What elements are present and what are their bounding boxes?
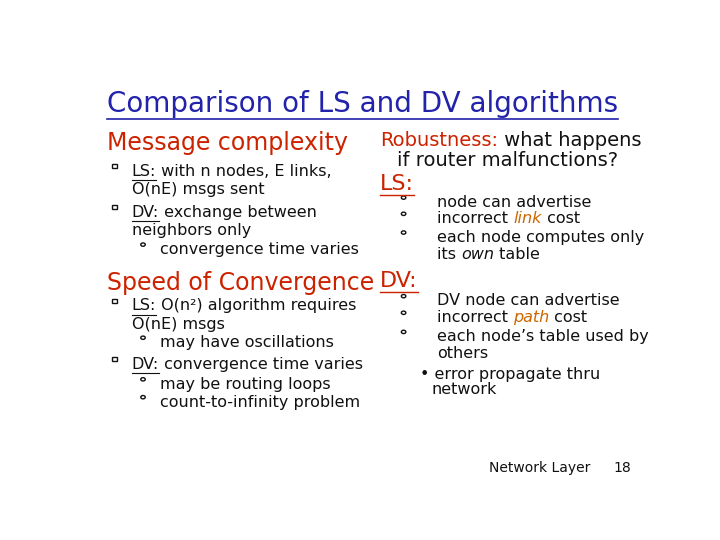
Text: may be routing loops: may be routing loops — [161, 377, 331, 392]
Text: path: path — [513, 310, 549, 325]
Text: Message complexity: Message complexity — [107, 131, 348, 156]
Text: DV:: DV: — [132, 357, 159, 372]
Text: DV:: DV: — [132, 205, 159, 220]
Text: O(nE) msgs: O(nE) msgs — [132, 317, 225, 332]
Text: network: network — [431, 382, 497, 397]
Text: incorrect: incorrect — [437, 211, 513, 226]
Text: LS:: LS: — [132, 164, 156, 179]
Text: Comparison of LS and DV algorithms: Comparison of LS and DV algorithms — [107, 90, 618, 118]
Text: with n nodes, E links,: with n nodes, E links, — [156, 164, 332, 179]
Text: Robustness:: Robustness: — [380, 131, 498, 150]
Text: LS:: LS: — [380, 174, 414, 194]
Text: cost: cost — [541, 211, 580, 226]
Text: own: own — [462, 246, 494, 261]
Text: incorrect: incorrect — [437, 310, 513, 325]
Text: each node computes only: each node computes only — [437, 230, 644, 245]
Text: table: table — [494, 246, 540, 261]
Text: • error propagate thru: • error propagate thru — [420, 367, 600, 382]
Text: what happens: what happens — [498, 131, 642, 150]
Text: convergence time varies: convergence time varies — [159, 357, 363, 372]
Text: may have oscillations: may have oscillations — [161, 335, 334, 350]
Text: O(n²) algorithm requires: O(n²) algorithm requires — [156, 299, 356, 314]
Text: if router malfunctions?: if router malfunctions? — [397, 151, 618, 170]
Text: Speed of Convergence: Speed of Convergence — [107, 271, 374, 295]
Text: its: its — [437, 246, 462, 261]
Text: count-to-infinity problem: count-to-infinity problem — [161, 395, 361, 409]
Text: O(nE) msgs sent: O(nE) msgs sent — [132, 182, 264, 197]
Text: link: link — [513, 211, 541, 226]
Text: convergence time varies: convergence time varies — [161, 242, 359, 257]
Text: DV:: DV: — [380, 271, 418, 291]
Text: Network Layer: Network Layer — [489, 461, 590, 475]
Text: LS:: LS: — [132, 299, 156, 314]
Text: node can advertise: node can advertise — [437, 195, 591, 210]
Text: cost: cost — [549, 310, 588, 325]
Text: 18: 18 — [613, 461, 631, 475]
Text: DV node can advertise: DV node can advertise — [437, 294, 620, 308]
Text: others: others — [437, 346, 488, 361]
Text: exchange between: exchange between — [159, 205, 317, 220]
Text: neighbors only: neighbors only — [132, 223, 251, 238]
Text: each node’s table used by: each node’s table used by — [437, 329, 649, 344]
